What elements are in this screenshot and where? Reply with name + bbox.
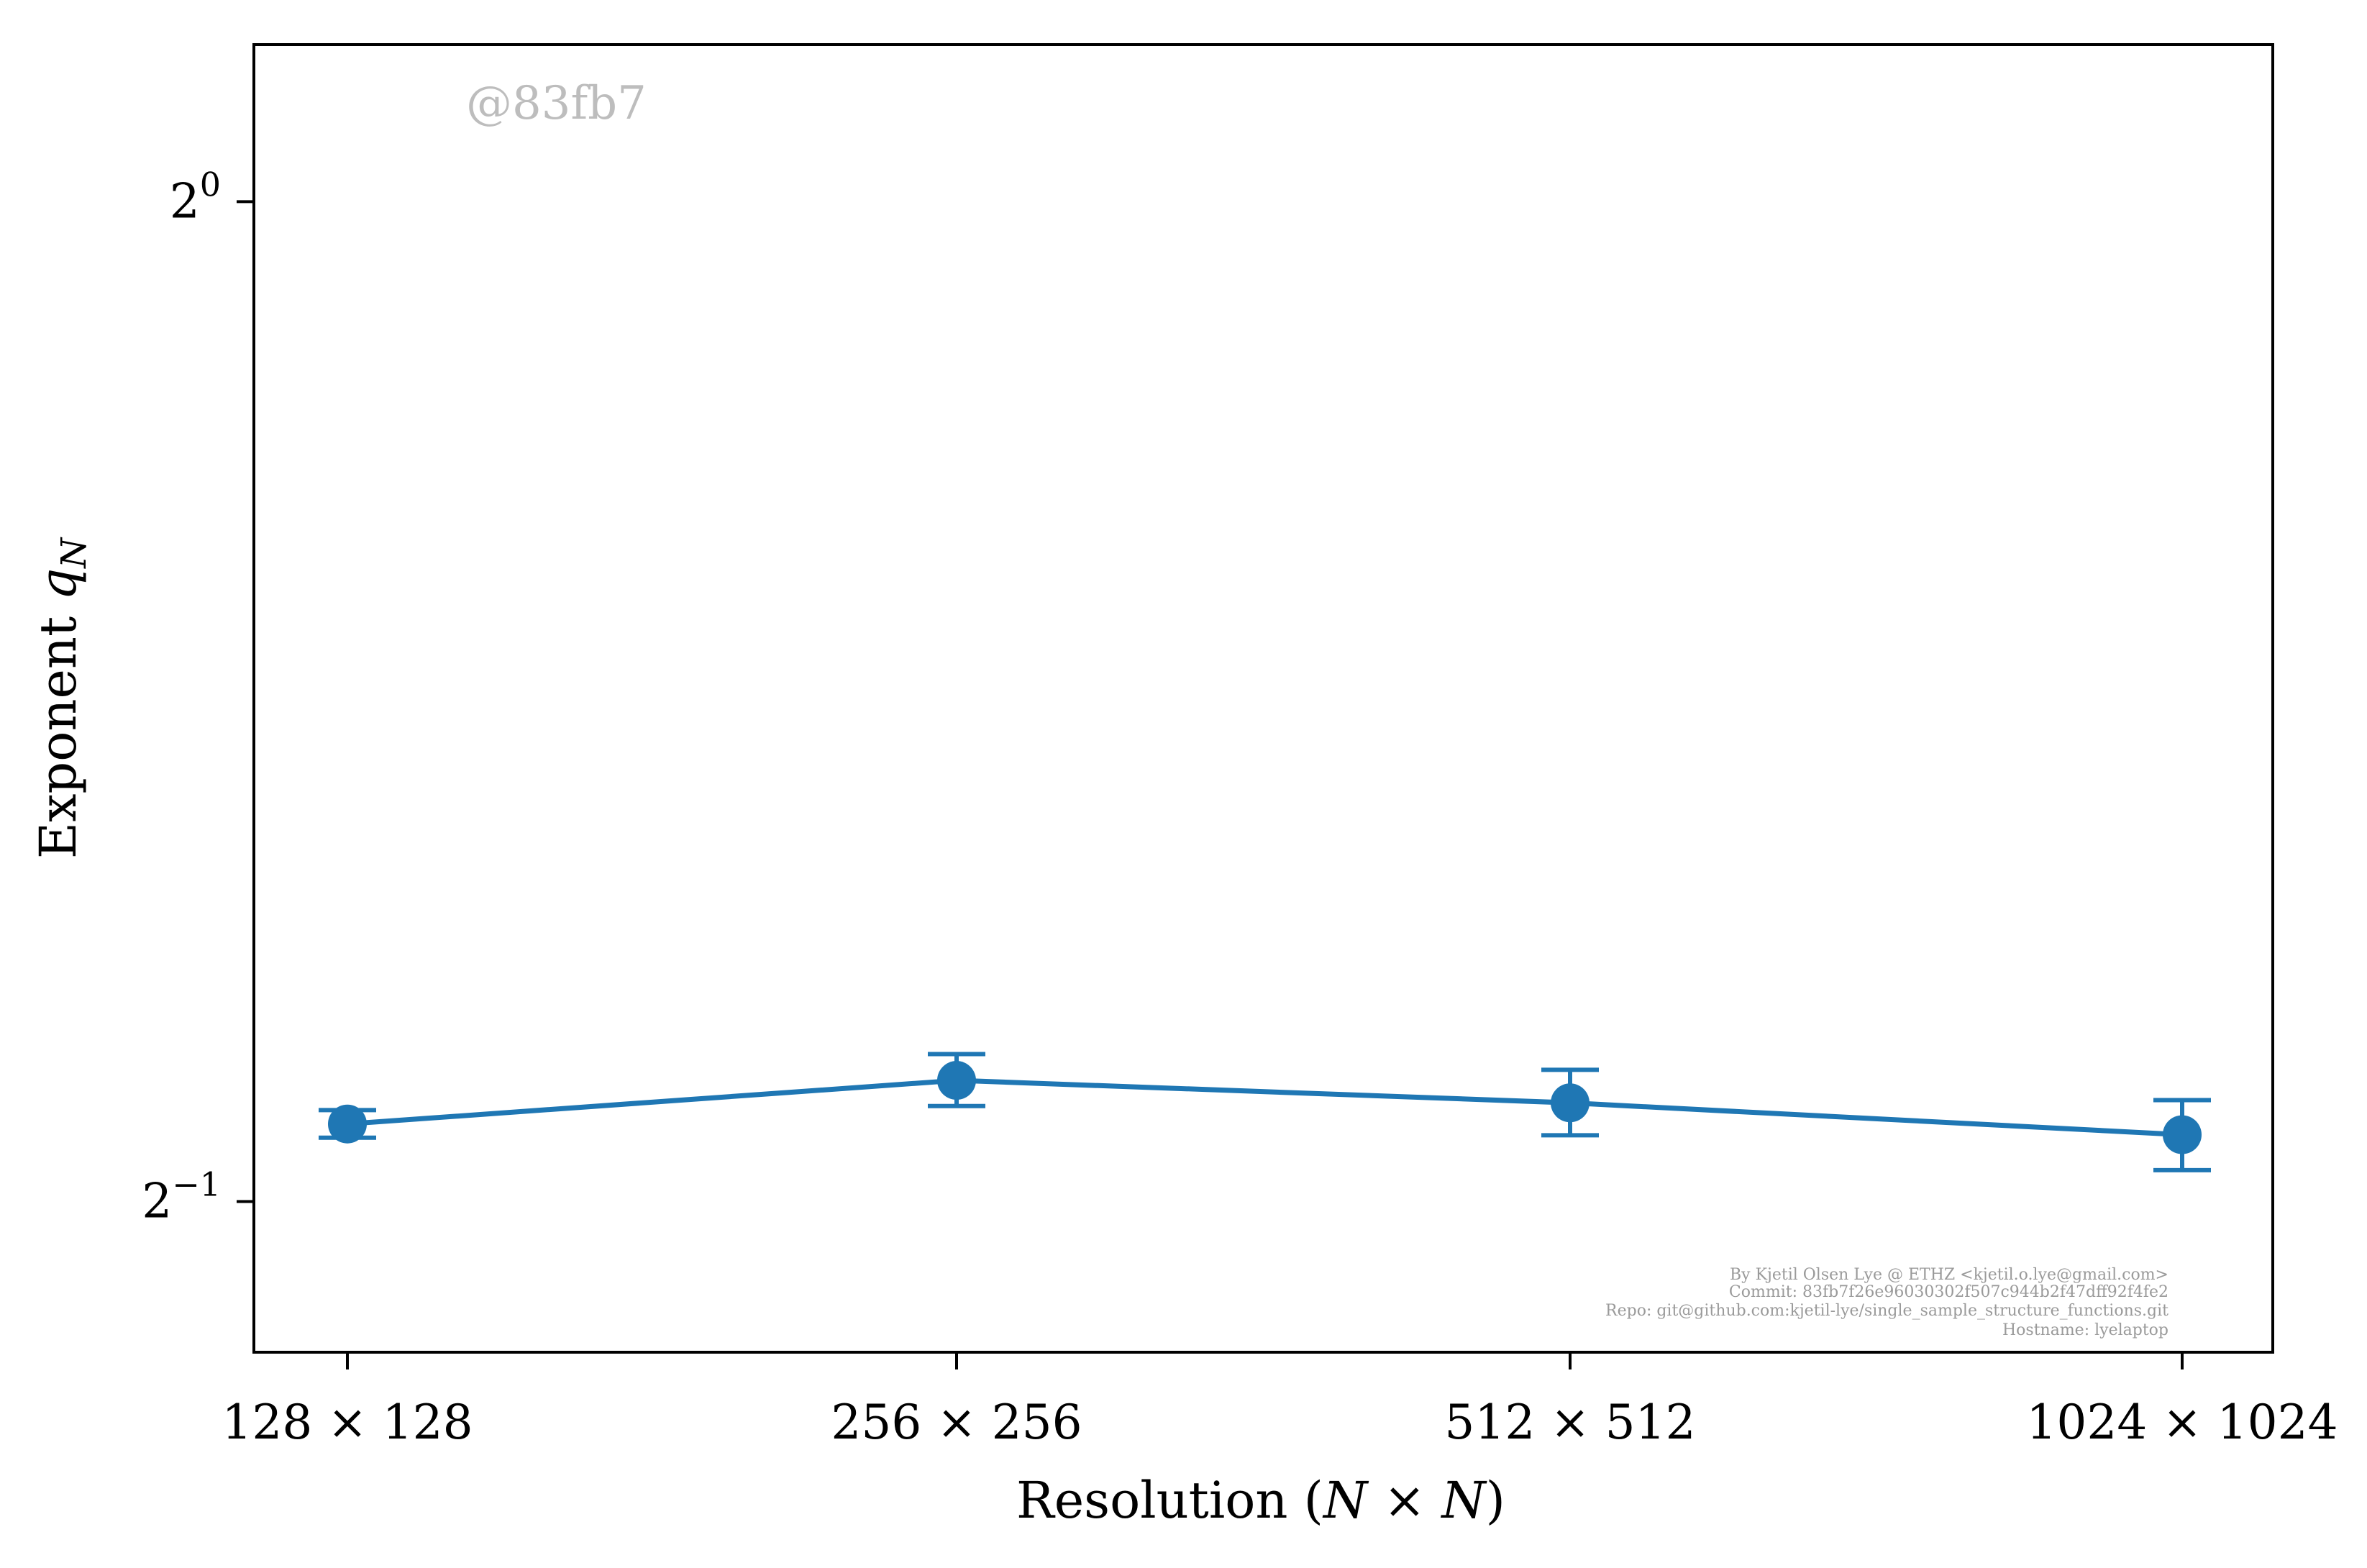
credits-block: By Kjetil Olsen Lye @ ETHZ <kjetil.o.lye… bbox=[1605, 1266, 2168, 1339]
data-point-3 bbox=[2163, 1115, 2202, 1154]
y-tick-label-base-1: 2 bbox=[142, 1173, 172, 1229]
x-axis-label-var-1: N bbox=[1322, 1471, 1369, 1530]
x-tick-label-1: 256 × 256 bbox=[831, 1395, 1082, 1450]
data-point-0 bbox=[328, 1104, 367, 1144]
y-tick-label-exponent-0: 0 bbox=[200, 165, 221, 204]
y-axis-label-text: Exponent bbox=[29, 601, 88, 860]
series-0-line bbox=[347, 1077, 2183, 1138]
y-axis-label: Exponent qN bbox=[29, 537, 94, 859]
x-tick-label-3: 1024 × 1024 bbox=[2026, 1395, 2338, 1450]
x-axis-label: Resolution (N × N) bbox=[1016, 1471, 1505, 1530]
series-layer bbox=[319, 1052, 2211, 1172]
data-point-1 bbox=[937, 1061, 976, 1100]
y-tick-label-exponent-1: −1 bbox=[172, 1164, 221, 1203]
x-axis-label-close: ) bbox=[1486, 1471, 1505, 1530]
data-point-2 bbox=[1551, 1083, 1590, 1123]
watermark-label: @83fb7 bbox=[466, 77, 647, 130]
x-tick-label-0: 128 × 128 bbox=[222, 1395, 473, 1450]
credits-line-hostname: Hostname: lyelaptop bbox=[2002, 1321, 2168, 1339]
y-tick-label-base-0: 2 bbox=[170, 173, 200, 229]
y-axis-label-subscript: N bbox=[54, 537, 94, 569]
x-axis-label-var-2: N bbox=[1440, 1471, 1487, 1530]
x-axis-label-times: × bbox=[1367, 1471, 1441, 1530]
plot-area-frame bbox=[252, 43, 2274, 1354]
credits-line-repo: Repo: git@github.com:kjetil-lye/single_s… bbox=[1605, 1302, 2168, 1320]
y-tick-label-1: 2−1 bbox=[142, 1164, 221, 1229]
credits-line-author: By Kjetil Olsen Lye @ ETHZ <kjetil.o.lye… bbox=[1730, 1266, 2168, 1284]
credits-line-commit: Commit: 83fb7f26e96030302f507c944b2f47df… bbox=[1729, 1283, 2168, 1301]
y-axis: 202−1 bbox=[142, 165, 254, 1229]
y-axis-label-variable: q bbox=[29, 568, 88, 601]
y-tick-label-0: 20 bbox=[170, 165, 221, 229]
x-tick-label-2: 512 × 512 bbox=[1444, 1395, 1695, 1450]
x-axis: 128 × 128 256 × 256 512 × 512 1024 × 1024 bbox=[222, 1352, 2338, 1450]
x-axis-label-text: Resolution ( bbox=[1016, 1471, 1323, 1530]
